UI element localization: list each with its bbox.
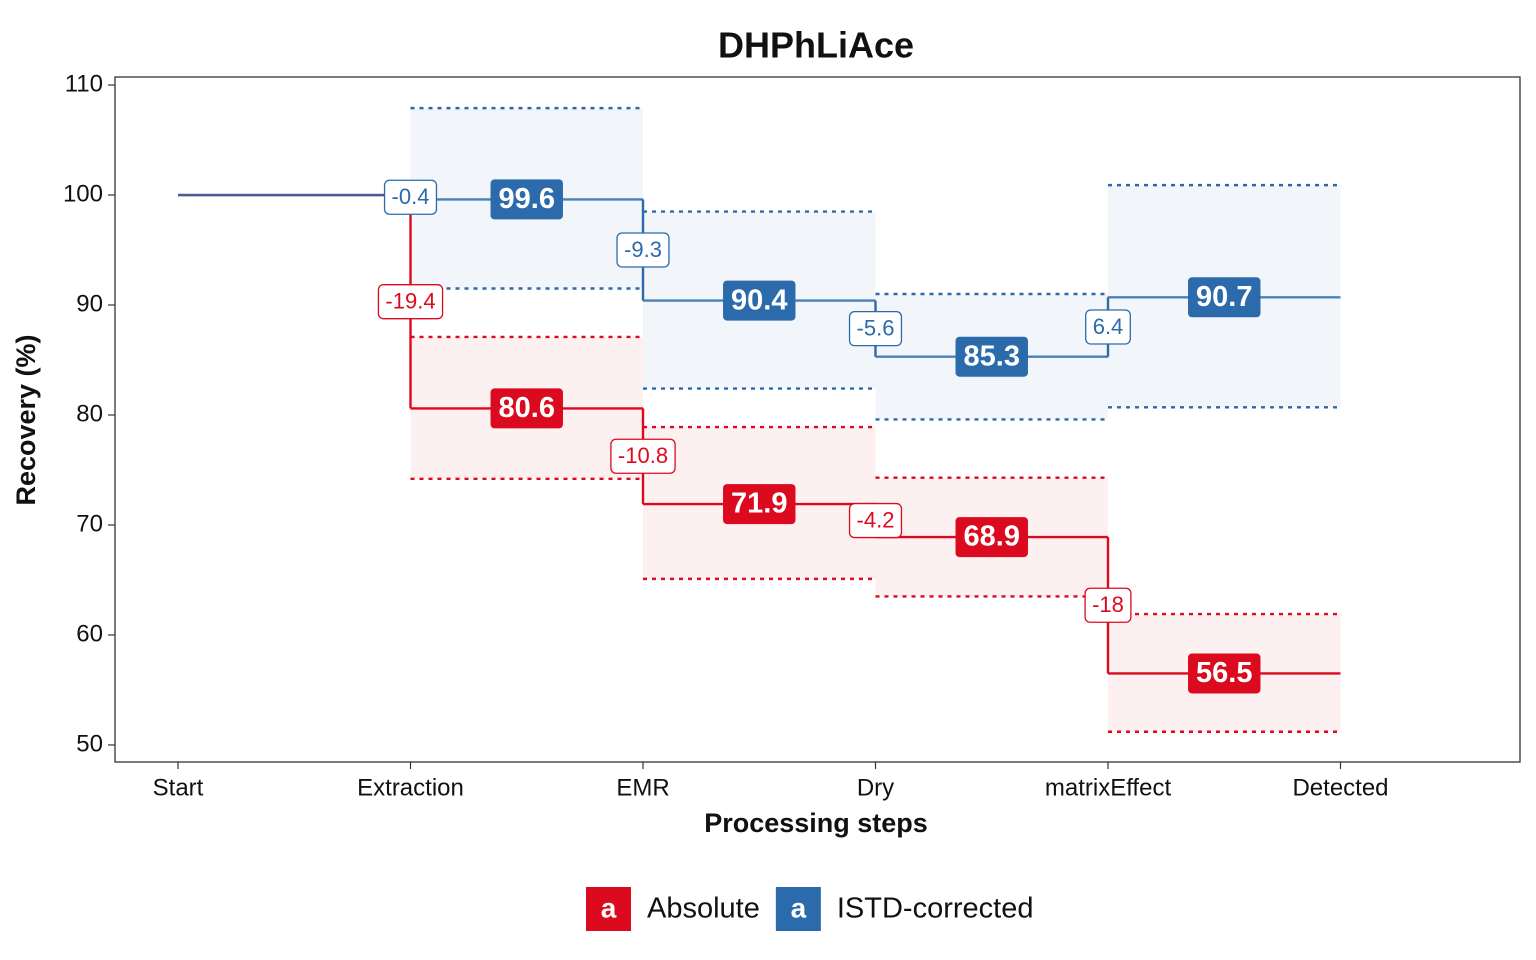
change-label: 6.4: [1093, 314, 1124, 339]
labels: 80.6 -19.4 71.9 -10.8 68.9 -4.2 56.5 -18 99.6 -0.…: [377, 179, 1261, 694]
legend-label: Absolute: [647, 893, 760, 925]
y-axis-label: Recovery (%): [11, 334, 41, 505]
value-label: 85.3: [964, 340, 1020, 372]
change-label: -0.4: [392, 184, 430, 209]
change-label: -19.4: [385, 289, 435, 314]
value-label: 90.4: [731, 284, 787, 316]
legend-label: ISTD-corrected: [837, 893, 1034, 925]
value-label-box: [955, 336, 1028, 377]
chart-title: DHPhLiAce: [718, 25, 914, 66]
plot-frame: [114, 76, 1521, 763]
change-label-box: [1085, 309, 1131, 345]
legend-glyph: a: [791, 892, 807, 923]
change-label-box: [1084, 587, 1132, 623]
value-label-box: [723, 280, 796, 321]
x-tick-label: Start: [153, 774, 204, 801]
value-label-box: [1188, 653, 1261, 694]
legend-key: [586, 887, 631, 931]
x-axis-label: Processing steps: [704, 808, 928, 838]
value-label: 56.5: [1196, 657, 1252, 689]
value-label-box: [490, 388, 563, 429]
change-label-box: [610, 438, 676, 474]
change-label-box: [383, 179, 438, 215]
legend-glyph: a: [601, 892, 617, 923]
change-label: -18: [1092, 592, 1124, 617]
value-label: 90.7: [1196, 281, 1252, 313]
legend-key: [775, 887, 821, 931]
change-label-box: [616, 232, 670, 268]
x-tick-label: matrixEffect: [1045, 774, 1172, 801]
value-label-box: [1188, 277, 1261, 318]
x-tick-label: Extraction: [357, 774, 464, 801]
y-tick-label: 110: [65, 70, 103, 97]
y-tick-label: 60: [76, 620, 103, 647]
y-tick-label: 80: [76, 400, 103, 427]
value-label: 99.6: [499, 183, 555, 215]
x-tick-label: Detected: [1292, 774, 1388, 801]
change-label: -4.2: [857, 507, 895, 532]
value-label: 68.9: [964, 521, 1020, 553]
y-tick-label: 90: [76, 290, 103, 317]
change-label: -10.8: [618, 443, 668, 468]
y-tick-label: 100: [63, 180, 103, 207]
y-tick-label: 70: [76, 510, 103, 537]
value-label-box: [723, 484, 796, 525]
plot-area: 80.6 -19.4 71.9 -10.8 68.9 -4.2 56.5 -18 99.6 -0.…: [178, 106, 1341, 733]
change-label: -5.6: [857, 315, 895, 340]
value-label: 71.9: [731, 488, 787, 520]
legend: a Absolute a ISTD-corrected: [586, 887, 1033, 931]
y-tick-label: 50: [76, 730, 103, 757]
value-label-box: [490, 179, 563, 220]
change-label-box: [377, 284, 444, 320]
change-label: -9.3: [624, 237, 662, 262]
x-tick-label: EMR: [616, 774, 669, 801]
value-label: 80.6: [499, 392, 555, 424]
x-tick-label: Dry: [857, 774, 894, 801]
value-label-box: [955, 517, 1028, 558]
change-label-box: [848, 311, 903, 347]
change-label-box: [848, 502, 903, 539]
